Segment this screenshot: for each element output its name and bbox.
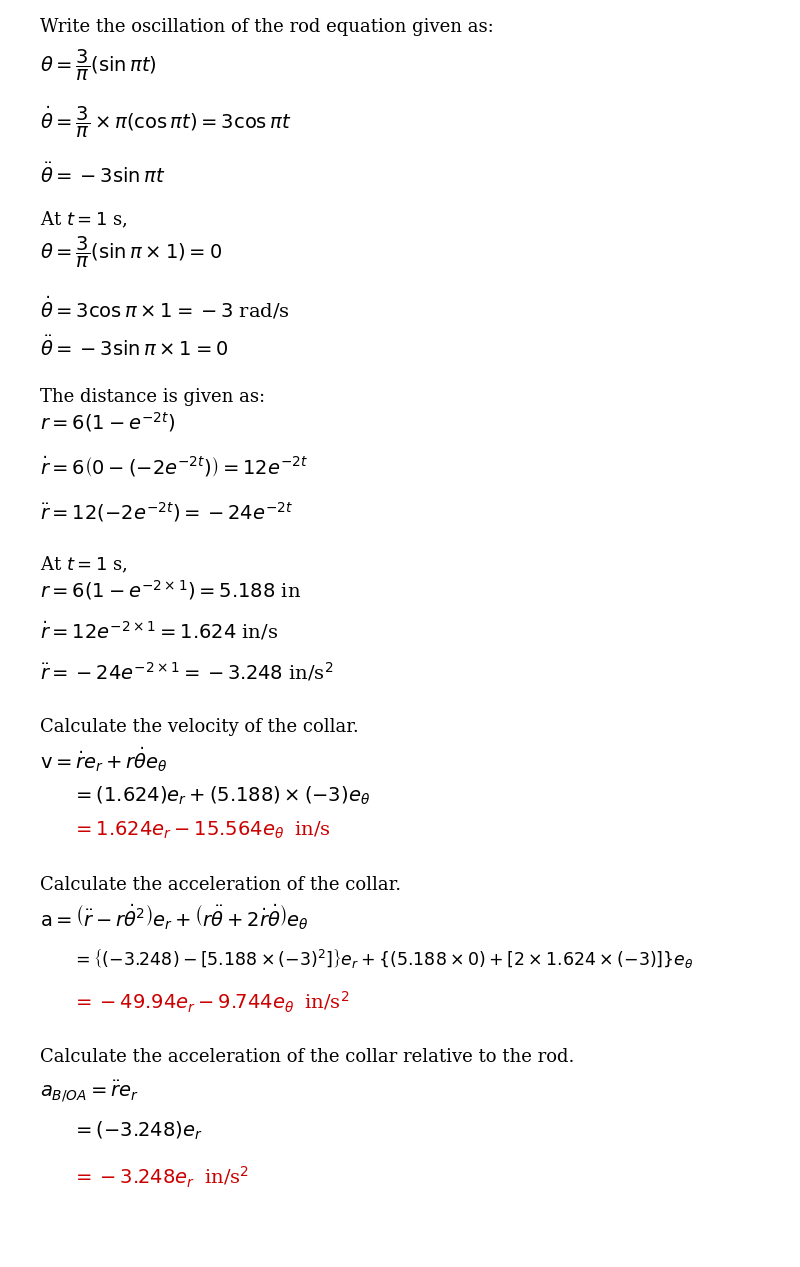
Text: $\ddot{r} = -24e^{-2 \times 1} = -3.248$ in/s$^{2}$: $\ddot{r} = -24e^{-2 \times 1} = -3.248$… [40, 660, 334, 683]
Text: $r = 6\left(1 - e^{-2t}\right)$: $r = 6\left(1 - e^{-2t}\right)$ [40, 411, 175, 433]
Text: $= \left\{(-3.248) - \left[5.188 \times (-3)^2\right]\right\}e_r + \left\{(5.188: $= \left\{(-3.248) - \left[5.188 \times … [72, 948, 694, 971]
Text: $= (-3.248)e_r$: $= (-3.248)e_r$ [72, 1120, 202, 1143]
Text: $\dot{r} = 12e^{-2 \times 1} = 1.624$ in/s: $\dot{r} = 12e^{-2 \times 1} = 1.624$ in… [40, 620, 278, 642]
Text: $\ddot{r} = 12\left(-2e^{-2t}\right) = -24e^{-2t}$: $\ddot{r} = 12\left(-2e^{-2t}\right) = -… [40, 500, 293, 523]
Text: $\ddot{\theta} = -3\sin \pi t$: $\ddot{\theta} = -3\sin \pi t$ [40, 162, 166, 188]
Text: Calculate the acceleration of the collar.: Calculate the acceleration of the collar… [40, 875, 401, 895]
Text: $= (1.624)e_r + (5.188) \times (-3)e_{\theta}$: $= (1.624)e_r + (5.188) \times (-3)e_{\t… [72, 786, 370, 807]
Text: $\ddot{\theta} = -3\sin \pi \times 1 = 0$: $\ddot{\theta} = -3\sin \pi \times 1 = 0… [40, 334, 228, 360]
Text: $= -3.248e_r\;$ in/s$^{2}$: $= -3.248e_r\;$ in/s$^{2}$ [72, 1164, 249, 1190]
Text: $\dot{\theta} = 3\cos \pi \times 1 = -3$ rad/s: $\dot{\theta} = 3\cos \pi \times 1 = -3$… [40, 295, 290, 322]
Text: $= 1.624e_r - 15.564e_{\theta}\;$ in/s: $= 1.624e_r - 15.564e_{\theta}\;$ in/s [72, 820, 331, 841]
Text: Calculate the velocity of the collar.: Calculate the velocity of the collar. [40, 718, 358, 736]
Text: $\theta = \dfrac{3}{\pi}(\sin \pi \times 1) = 0$: $\theta = \dfrac{3}{\pi}(\sin \pi \times… [40, 234, 222, 270]
Text: $a_{B/OA} = \ddot{r}e_r$: $a_{B/OA} = \ddot{r}e_r$ [40, 1078, 139, 1104]
Text: $\mathrm{a} = \left(\ddot{r} - r\dot{\theta}^2\right)e_r + \left(r\ddot{\theta} : $\mathrm{a} = \left(\ddot{r} - r\dot{\th… [40, 903, 309, 933]
Text: $= -49.94e_r - 9.744e_{\theta}\;$ in/s$^{2}$: $= -49.94e_r - 9.744e_{\theta}\;$ in/s$^… [72, 990, 350, 1015]
Text: At $t = 1$ s,: At $t = 1$ s, [40, 210, 128, 231]
Text: Calculate the acceleration of the collar relative to the rod.: Calculate the acceleration of the collar… [40, 1048, 574, 1066]
Text: $\theta = \dfrac{3}{\pi}(\sin \pi t)$: $\theta = \dfrac{3}{\pi}(\sin \pi t)$ [40, 48, 157, 84]
Text: $\dot{r} = 6\left(0 - \left(-2e^{-2t}\right)\right) = 12e^{-2t}$: $\dot{r} = 6\left(0 - \left(-2e^{-2t}\ri… [40, 455, 308, 479]
Text: $\mathrm{v} = \dot{r}e_r + r\dot{\theta}e_{\theta}$: $\mathrm{v} = \dot{r}e_r + r\dot{\theta}… [40, 745, 168, 774]
Text: $r = 6\left(1 - e^{-2 \times 1}\right) = 5.188$ in: $r = 6\left(1 - e^{-2 \times 1}\right) =… [40, 578, 301, 602]
Text: $\dot{\theta} = \dfrac{3}{\pi} \times \pi(\cos \pi t) = 3\cos \pi t$: $\dot{\theta} = \dfrac{3}{\pi} \times \p… [40, 105, 291, 141]
Text: The distance is given as:: The distance is given as: [40, 388, 265, 405]
Text: At $t = 1$ s,: At $t = 1$ s, [40, 555, 128, 575]
Text: Write the oscillation of the rod equation given as:: Write the oscillation of the rod equatio… [40, 18, 494, 35]
